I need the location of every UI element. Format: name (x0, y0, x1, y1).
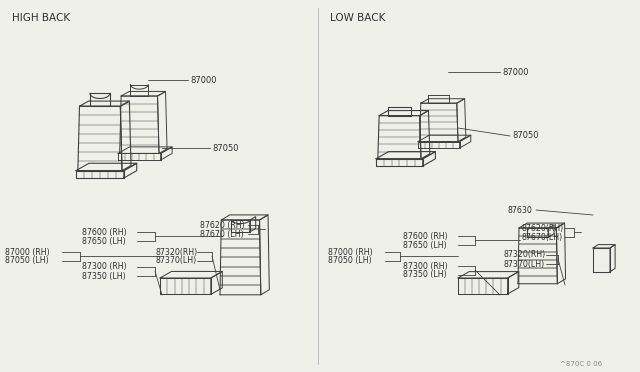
Polygon shape (420, 103, 458, 142)
Polygon shape (418, 135, 471, 142)
Text: 87370(LH): 87370(LH) (155, 257, 196, 266)
Polygon shape (593, 248, 610, 272)
Polygon shape (421, 99, 465, 103)
Polygon shape (388, 107, 412, 116)
Text: 87370(LH): 87370(LH) (503, 260, 544, 269)
Polygon shape (131, 84, 148, 96)
Polygon shape (378, 116, 421, 159)
Text: 87050 (LH): 87050 (LH) (5, 257, 49, 266)
Text: 87300 (RH): 87300 (RH) (82, 263, 127, 272)
Polygon shape (457, 99, 466, 142)
Polygon shape (428, 95, 449, 103)
Text: 87620 (RH): 87620 (RH) (200, 221, 244, 230)
Polygon shape (376, 152, 435, 159)
Polygon shape (458, 272, 519, 278)
Polygon shape (518, 228, 557, 284)
Polygon shape (220, 220, 261, 295)
Polygon shape (121, 92, 166, 96)
Polygon shape (76, 171, 124, 178)
Text: 87320(RH): 87320(RH) (155, 247, 197, 257)
Text: 87630: 87630 (508, 205, 533, 215)
Text: 87600 (RH): 87600 (RH) (82, 228, 127, 237)
Polygon shape (379, 110, 428, 116)
Polygon shape (556, 223, 566, 284)
Polygon shape (78, 106, 122, 171)
Text: 87050 (LH): 87050 (LH) (328, 257, 372, 266)
Text: 87650 (LH): 87650 (LH) (403, 241, 447, 250)
Text: 87050: 87050 (512, 131, 538, 140)
Text: 87600 (RH): 87600 (RH) (403, 231, 447, 241)
Polygon shape (231, 220, 250, 232)
Polygon shape (610, 245, 615, 272)
Text: ^870C 0 06: ^870C 0 06 (560, 361, 602, 367)
Polygon shape (161, 147, 172, 160)
Polygon shape (90, 93, 110, 106)
Polygon shape (250, 217, 256, 232)
Polygon shape (118, 153, 161, 160)
Polygon shape (221, 215, 268, 220)
Polygon shape (157, 92, 167, 153)
Text: LOW BACK: LOW BACK (330, 13, 385, 23)
Polygon shape (548, 225, 554, 237)
Polygon shape (376, 159, 423, 166)
Text: 87000: 87000 (190, 76, 216, 84)
Text: 87000 (RH): 87000 (RH) (5, 247, 50, 257)
Polygon shape (458, 278, 508, 294)
Polygon shape (76, 163, 137, 171)
Text: 87620(RH): 87620(RH) (521, 224, 563, 232)
Text: 87650 (LH): 87650 (LH) (82, 237, 125, 246)
Polygon shape (527, 228, 548, 237)
Polygon shape (124, 163, 137, 178)
Polygon shape (120, 96, 159, 153)
Polygon shape (120, 101, 131, 171)
Text: 87000 (RH): 87000 (RH) (328, 247, 372, 257)
Text: 87050: 87050 (212, 144, 239, 153)
Polygon shape (519, 223, 564, 228)
Text: 87350 (LH): 87350 (LH) (403, 270, 447, 279)
Polygon shape (160, 278, 211, 294)
Text: 87300 (RH): 87300 (RH) (403, 262, 447, 270)
Polygon shape (211, 272, 222, 294)
Polygon shape (460, 135, 471, 148)
Text: 87670 (LH): 87670 (LH) (200, 230, 244, 238)
Text: 87350 (LH): 87350 (LH) (82, 272, 125, 280)
Polygon shape (160, 272, 222, 278)
Text: 87670(LH): 87670(LH) (521, 232, 562, 241)
Text: HIGH BACK: HIGH BACK (12, 13, 70, 23)
Polygon shape (420, 110, 430, 159)
Text: 87320(RH): 87320(RH) (503, 250, 545, 260)
Polygon shape (418, 142, 460, 148)
Polygon shape (593, 245, 615, 248)
Polygon shape (260, 215, 269, 295)
Text: 87000: 87000 (502, 67, 529, 77)
Polygon shape (508, 272, 519, 294)
Polygon shape (118, 147, 172, 153)
Polygon shape (423, 152, 435, 166)
Polygon shape (79, 101, 129, 106)
